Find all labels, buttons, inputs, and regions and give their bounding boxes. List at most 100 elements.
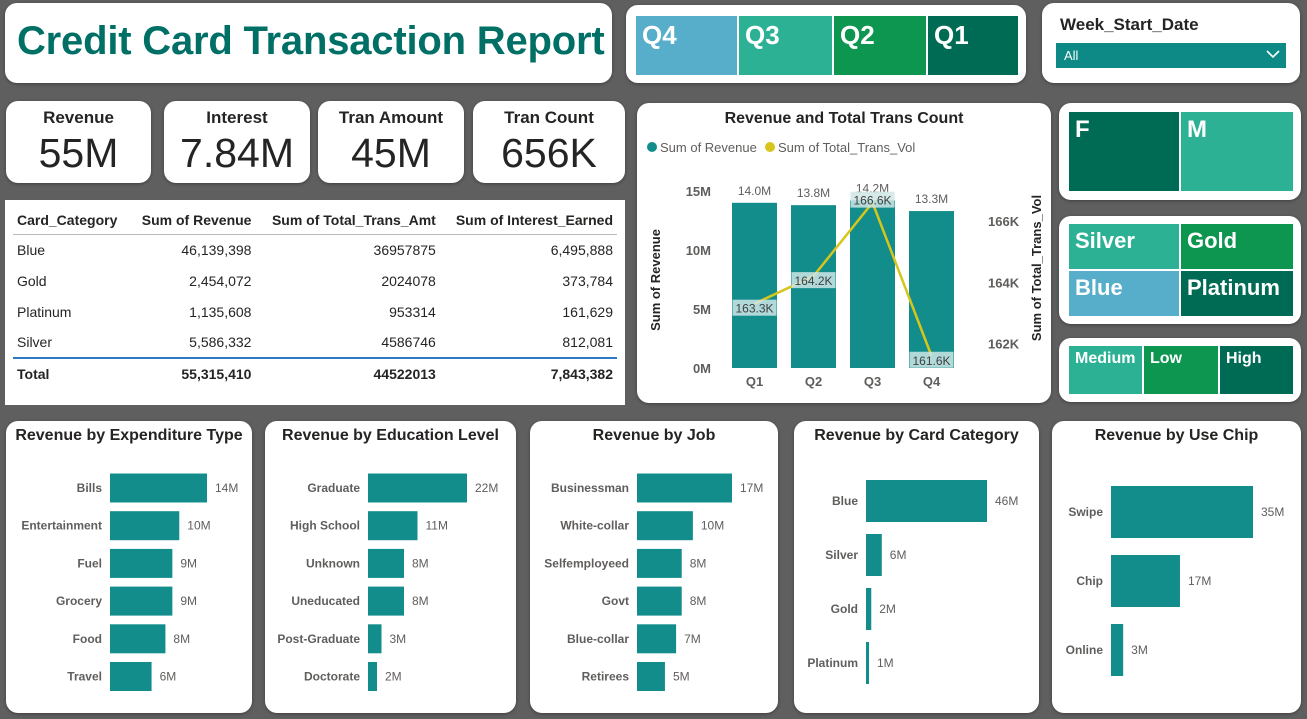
bar-govt[interactable] (637, 586, 682, 616)
bar-selfemployeed[interactable] (637, 548, 682, 578)
bar-uneducated[interactable] (368, 586, 404, 616)
category-label: White-collar (560, 519, 629, 533)
bar-graduate[interactable] (368, 473, 467, 503)
chart-title: Revenue by Use Chip (1094, 427, 1259, 444)
line-label-bg (850, 191, 895, 208)
bar-post-graduate[interactable] (368, 624, 382, 654)
bar-white-collar[interactable] (637, 511, 693, 541)
category-label: Post-Graduate (277, 632, 360, 646)
slicer-tile-gold[interactable]: Gold (1181, 224, 1293, 269)
legend-label[interactable]: Sum of Total_Trans_Vol (778, 140, 915, 155)
bar-data-label: 3M (1131, 643, 1148, 657)
slicer-tile-q1[interactable]: Q1 (928, 16, 1018, 75)
bar-businessman[interactable] (637, 473, 732, 503)
table-cell: 55,315,410 (129, 357, 256, 388)
category-label: Unknown (306, 556, 360, 570)
income-slicer-card: Medium Low High (1059, 338, 1301, 402)
column-header[interactable]: Sum of Interest_Earned (455, 211, 613, 228)
slicer-tile-blue[interactable]: Blue (1069, 271, 1179, 316)
slicer-tile-platinum[interactable]: Platinum (1181, 271, 1293, 316)
bar-q3[interactable] (850, 200, 895, 368)
bar-data-label: 8M (173, 632, 190, 646)
bar-doctorate[interactable] (368, 662, 377, 691)
bar-platinum[interactable] (866, 642, 869, 684)
bar-online[interactable] (1111, 624, 1124, 676)
bar-data-label: 10M (187, 519, 210, 533)
column-header[interactable]: Card_Category (17, 211, 118, 228)
x-tick-label: Q4 (923, 374, 941, 389)
category-slicer-card: Silver Gold Blue Platinum (1059, 216, 1301, 324)
bar-data-label: 5M (673, 670, 690, 684)
bar-silver[interactable] (866, 534, 882, 576)
slicer-tile-m[interactable]: M (1181, 112, 1293, 191)
category-label: Food (73, 632, 102, 646)
bar-swipe[interactable] (1111, 486, 1253, 538)
kpi-tran-count: Tran Count 656K (473, 101, 625, 183)
slicer-tile-high[interactable]: High (1220, 346, 1293, 394)
week-slicer-label: Week_Start_Date (1060, 15, 1199, 34)
table-cell: 36957875 (373, 241, 436, 258)
column-header[interactable]: Sum of Revenue (141, 211, 252, 228)
category-label: Travel (67, 670, 102, 684)
table-total-row: Total 55,315,410 44522013 7,843,382 (13, 357, 617, 388)
column-header[interactable]: Sum of Total_Trans_Amt (271, 211, 436, 228)
card-category-table-card: Card_Category Sum of Revenue Sum of Tota… (5, 200, 625, 405)
bar-high-school[interactable] (368, 511, 418, 541)
bar-blue[interactable] (866, 480, 987, 522)
category-label: Swipe (1068, 505, 1103, 519)
bar-q4[interactable] (909, 211, 954, 368)
table-cell: 46,139,398 (181, 241, 252, 258)
slicer-tile-silver[interactable]: Silver (1069, 224, 1179, 269)
kpi-title: Interest (206, 108, 268, 127)
table-row: Silver 5,586,332 4586746 812,081 (13, 327, 617, 358)
bar-data-label: 9M (180, 594, 197, 608)
bar-q1[interactable] (732, 202, 777, 368)
category-label: Gold (831, 602, 858, 616)
bar-bills[interactable] (110, 473, 207, 503)
slicer-tile-medium[interactable]: Medium (1069, 346, 1142, 394)
category-label: Online (1066, 643, 1104, 657)
category-label: Doctorate (304, 670, 360, 684)
legend-label[interactable]: Sum of Revenue (660, 140, 757, 155)
revenue-by-card-category-chart: Revenue by Card Category Blue 46M Silver 6M… (794, 421, 1039, 713)
category-label: Fuel (77, 556, 102, 570)
table-cell: Gold (17, 272, 47, 289)
bar-blue-collar[interactable] (637, 624, 677, 654)
week-dropdown[interactable]: All (1056, 43, 1286, 68)
bar-data-label: 13.3M (915, 192, 948, 206)
slicer-tile-f[interactable]: F (1069, 112, 1179, 191)
x-tick-label: Q2 (805, 374, 822, 389)
category-label: Entertainment (21, 519, 102, 533)
income-slicer: Medium Low High (1069, 346, 1293, 394)
combo-chart-svg: Revenue and Total Trans Count Sum of Reve… (647, 110, 1044, 389)
kpi-interest: Interest 7.84M (164, 101, 310, 183)
bar-data-label: 11M (426, 519, 448, 533)
bar-travel[interactable] (110, 662, 152, 691)
bar-gold[interactable] (866, 588, 872, 630)
bar-entertainment[interactable] (110, 511, 180, 541)
category-label: Blue-collar (567, 632, 629, 646)
slicer-tile-q4[interactable]: Q4 (636, 16, 737, 75)
bar-grocery[interactable] (110, 586, 173, 616)
revenue-trans-count-chart: Revenue and Total Trans Count Sum of Reve… (637, 103, 1051, 403)
bar-data-label: 7M (684, 632, 701, 646)
bar-retirees[interactable] (637, 662, 665, 691)
category-label: Retirees (582, 670, 630, 684)
trans-vol-line[interactable] (753, 200, 933, 357)
table-row: Gold 2,454,072 2024078 373,784 (13, 265, 617, 296)
slicer-tile-q2[interactable]: Q2 (834, 16, 926, 75)
table-cell: 6,495,888 (550, 241, 613, 258)
bar-chart-svg: Graduate 22M High School 11M Unknown 8M Uneduc… (277, 473, 498, 691)
revenue-by-job-chart: Revenue by Job Businessman 17M White-colla… (530, 421, 778, 713)
bar-food[interactable] (110, 624, 166, 654)
y-tick-label: 15M (686, 184, 711, 199)
category-label: Uneducated (291, 594, 360, 608)
bar-chip[interactable] (1111, 555, 1180, 607)
bar-unknown[interactable] (368, 548, 404, 578)
bar-data-label: 3M (390, 632, 407, 646)
slicer-tile-q3[interactable]: Q3 (739, 16, 832, 75)
bar-fuel[interactable] (110, 548, 173, 578)
slicer-tile-low[interactable]: Low (1144, 346, 1218, 394)
table-row: Blue 46,139,398 36957875 6,495,888 (13, 234, 617, 265)
